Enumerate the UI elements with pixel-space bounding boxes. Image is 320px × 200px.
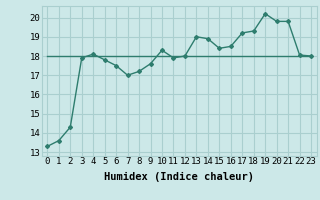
X-axis label: Humidex (Indice chaleur): Humidex (Indice chaleur) xyxy=(104,172,254,182)
